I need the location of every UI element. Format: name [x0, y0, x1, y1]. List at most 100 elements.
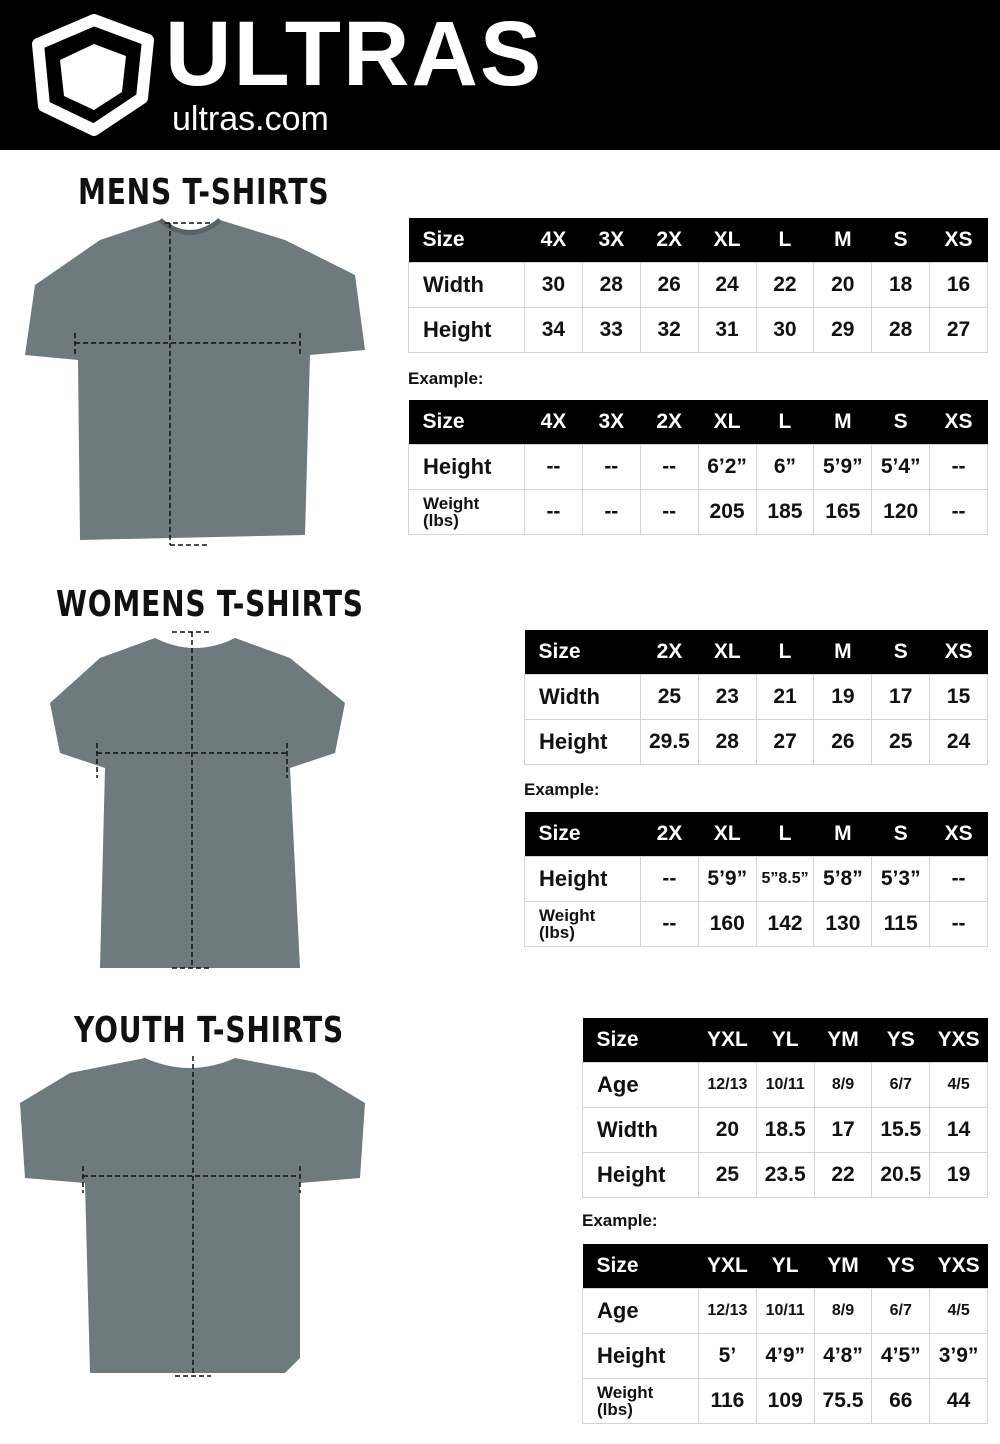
header-row: Size 2X XL L M S XS [524, 812, 988, 857]
size-label: Size [582, 1244, 699, 1289]
size-header: 2X [640, 630, 699, 675]
table-cell: 14 [929, 1107, 988, 1153]
table-cell: -- [929, 489, 988, 535]
row-label: Age [582, 1062, 699, 1108]
table-cell: 21 [755, 674, 815, 720]
table-cell: 5’4” [871, 444, 931, 490]
table-cell: 25 [871, 719, 931, 765]
size-header: 4X [524, 218, 583, 263]
size-header: L [756, 630, 814, 675]
mens-tshirt-image [25, 218, 365, 546]
table-cell: 4’9” [755, 1333, 815, 1379]
table-cell: -- [581, 444, 641, 490]
size-header: YL [756, 1244, 815, 1289]
table-cell: 66 [871, 1378, 931, 1424]
table-cell: 27 [755, 719, 815, 765]
table-cell: 109 [755, 1378, 815, 1424]
table-cell: 20 [698, 1107, 757, 1153]
table-cell: 185 [755, 489, 815, 535]
row-label: Height [408, 307, 525, 353]
womens-example-label: Example: [524, 780, 600, 799]
header-row: Size 2X XL L M S XS [524, 630, 988, 675]
size-header: XS [929, 400, 988, 445]
size-header: 2X [640, 218, 699, 263]
table-cell: -- [640, 856, 699, 902]
mens-example-table: Size 4X 3X 2X XL L M S XS Height -- -- -- 6’2” 6” 5’9” 5… [408, 400, 988, 535]
size-header: 3X [582, 400, 641, 445]
table-cell: 20 [813, 262, 873, 308]
header-row: Size 4X 3X 2X XL L M S XS [408, 218, 988, 263]
size-header: 2X [640, 400, 699, 445]
size-header: YS [871, 1244, 930, 1289]
womens-example-table: Size 2X XL L M S XS Height -- 5’9” 5”8.5” 5’8” 5’3” -… [524, 812, 988, 947]
table-cell: 165 [813, 489, 873, 535]
row-label: Height [408, 444, 525, 490]
size-label: Size [408, 400, 525, 445]
table-cell: -- [640, 901, 699, 947]
table-cell: 120 [871, 489, 931, 535]
size-header: YXS [929, 1018, 988, 1063]
size-header: M [813, 400, 872, 445]
womens-title: WOMENS T-SHIRTS [56, 584, 364, 625]
table-cell: 29.5 [640, 719, 699, 765]
table-cell: 25 [640, 674, 699, 720]
womens-tshirt-image [50, 631, 345, 969]
brand-url: ultras.com [172, 100, 329, 138]
size-header: 4X [524, 400, 583, 445]
table-cell: 16 [929, 262, 988, 308]
table-cell: 6/7 [871, 1288, 931, 1334]
table-cell: 24 [929, 719, 988, 765]
table-cell: 28 [871, 307, 931, 353]
table-cell: 28 [697, 719, 757, 765]
table-cell: 205 [697, 489, 757, 535]
table-row: Age 12/13 10/11 8/9 6/7 4/5 [582, 1288, 988, 1334]
youth-tshirt-image [20, 1056, 365, 1377]
table-cell: 23.5 [755, 1152, 815, 1198]
table-cell: 26 [813, 719, 873, 765]
table-cell: 6/7 [871, 1062, 931, 1108]
size-header: XL [698, 812, 757, 857]
table-cell: 5’3” [871, 856, 931, 902]
table-row: Height 25 23.5 22 20.5 19 [582, 1152, 988, 1198]
mens-example-label: Example: [408, 369, 484, 388]
table-cell: 3’9” [929, 1333, 988, 1379]
table-cell: 6’2” [697, 444, 757, 490]
size-header: S [871, 218, 930, 263]
table-cell: 4’8” [813, 1333, 873, 1379]
table-cell: 130 [813, 901, 873, 947]
row-label: Height [524, 856, 641, 902]
table-cell: 22 [755, 262, 815, 308]
row-label: Width [408, 262, 525, 308]
table-cell: 12/13 [698, 1288, 757, 1334]
size-header: XL [698, 400, 756, 445]
table-cell: 27 [929, 307, 988, 353]
table-cell: 142 [755, 901, 815, 947]
table-cell: 17 [813, 1107, 873, 1153]
size-header: YS [871, 1018, 930, 1063]
table-row: Weight (lbs) -- -- -- 205 185 165 120 -- [408, 489, 988, 535]
size-header: XS [929, 812, 988, 857]
table-row: Width 25 23 21 19 17 15 [524, 674, 988, 720]
size-label: Size [524, 812, 641, 857]
size-header: YXS [929, 1244, 988, 1289]
size-label: Size [524, 630, 641, 675]
table-cell: 75.5 [813, 1378, 873, 1424]
table-cell: 44 [929, 1378, 988, 1424]
size-header: XS [929, 218, 988, 263]
table-cell: 5’8” [813, 856, 873, 902]
row-label: Width [582, 1107, 699, 1153]
row-label: Height [582, 1333, 699, 1379]
table-row: Width 30 28 26 24 22 20 18 16 [408, 262, 988, 308]
table-row: Height 34 33 32 31 30 29 28 27 [408, 307, 988, 353]
table-cell: 30 [755, 307, 815, 353]
size-header: S [871, 630, 930, 675]
table-cell: 33 [581, 307, 641, 353]
size-header: M [813, 218, 872, 263]
table-cell: 19 [929, 1152, 988, 1198]
size-header: M [813, 812, 872, 857]
size-header: YM [814, 1018, 872, 1063]
table-cell: 10/11 [755, 1062, 815, 1108]
size-header: S [871, 812, 930, 857]
brand-name: ULTRAS [165, 3, 544, 105]
table-cell: 25 [698, 1152, 757, 1198]
